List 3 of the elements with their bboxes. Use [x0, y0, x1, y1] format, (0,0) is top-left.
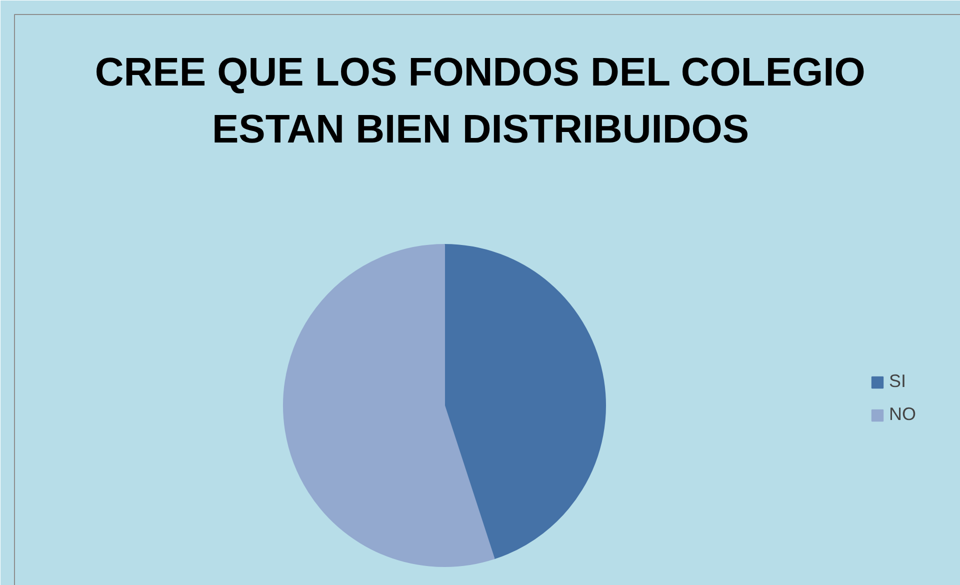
legend-label: SI [889, 371, 908, 392]
chart-title: CREE QUE LOS FONDOS DEL COLEGIO ESTAN BIEN DISTRIBUIDOS [94, 50, 866, 152]
legend-label: NO [889, 404, 916, 425]
